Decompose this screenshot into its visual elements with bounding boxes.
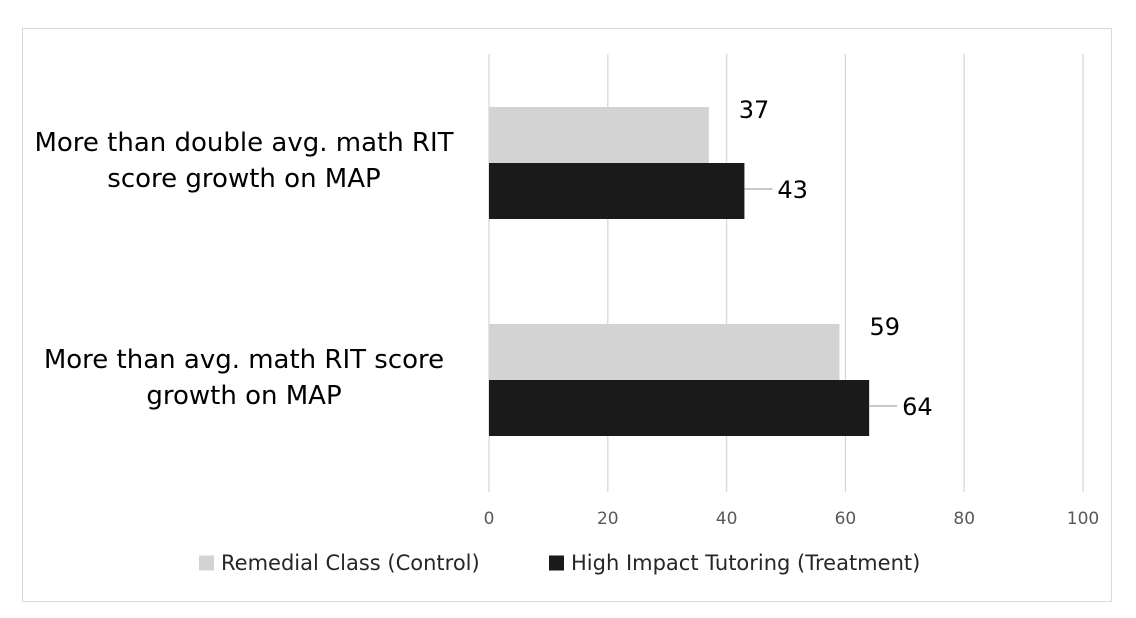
bar-series1-cat1 [489, 380, 870, 436]
data-label-series1-cat1: 64 [902, 393, 933, 421]
legend-label-0: Remedial Class (Control) [221, 551, 480, 575]
category-label-1-line-0: More than avg. math RIT score [44, 345, 444, 375]
x-tick-label-60: 60 [835, 509, 857, 529]
bars [489, 107, 870, 436]
category-labels: More than double avg. math RIT score grow… [34, 128, 453, 411]
data-labels: 37 59 43 64 [739, 96, 933, 421]
bar-series1-cat0 [489, 163, 745, 219]
legend: Remedial Class (Control) High Impact Tuto… [199, 551, 920, 575]
data-label-series1-cat0: 43 [777, 176, 808, 204]
category-label-0: More than double avg. math RIT score grow… [34, 128, 453, 194]
x-tick-label-100: 100 [1067, 509, 1099, 529]
category-label-0-line-0: More than double avg. math RIT [34, 128, 453, 158]
category-label-1-line-1: growth on MAP [146, 381, 341, 411]
data-label-leaders [744, 188, 898, 407]
x-tick-label-40: 40 [716, 509, 738, 529]
legend-label-1: High Impact Tutoring (Treatment) [571, 551, 920, 575]
bar-series0-cat1 [489, 324, 840, 380]
legend-swatch-0 [199, 555, 214, 571]
legend-swatch-1 [549, 555, 564, 571]
data-label-series0-cat1: 59 [869, 313, 900, 341]
x-tick-label-80: 80 [953, 509, 975, 529]
x-axis-tick-labels: 0 20 40 60 80 100 [484, 509, 1100, 529]
data-label-series0-cat0: 37 [739, 96, 770, 124]
category-label-0-line-1: score growth on MAP [107, 164, 380, 194]
bar-series0-cat0 [489, 107, 709, 163]
x-tick-label-20: 20 [597, 509, 619, 529]
category-label-1: More than avg. math RIT score growth on M… [44, 345, 444, 411]
x-tick-label-0: 0 [484, 509, 495, 529]
